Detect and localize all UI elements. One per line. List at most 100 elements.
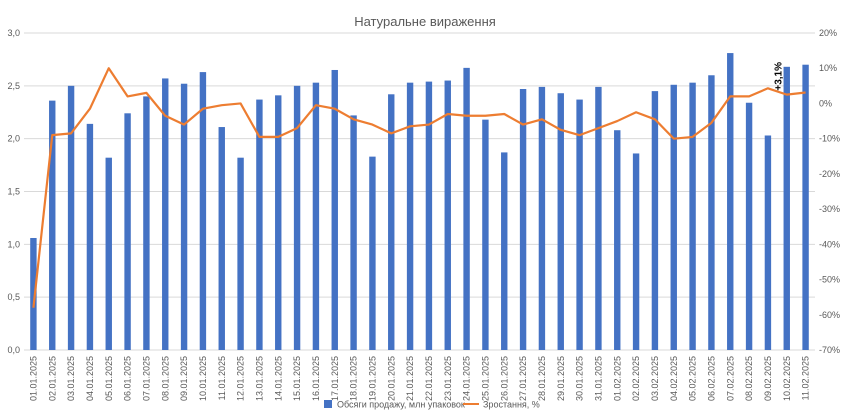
growth-line: [32, 67, 806, 308]
bar: [312, 82, 320, 350]
bar: [708, 75, 715, 351]
right-tick-label: 10%: [819, 63, 837, 73]
right-tick-label: -10%: [819, 134, 840, 144]
bar-series: [30, 53, 809, 351]
bar: [218, 127, 225, 350]
x-tick-label: 28.01.2025: [537, 356, 547, 401]
bar: [727, 53, 734, 351]
line-series: [32, 67, 806, 308]
chart-title: Натуральне вираження: [354, 14, 496, 29]
bar: [275, 95, 282, 351]
bar: [162, 78, 169, 350]
right-tick-label: 20%: [819, 28, 837, 38]
bar: [745, 102, 753, 351]
legend-bar-label: Обсяги продажу, млн упаковок: [337, 400, 465, 410]
x-tick-label: 06.01.2025: [123, 356, 133, 401]
x-tick-label: 06.02.2025: [706, 356, 716, 401]
x-tick-label: 27.01.2025: [518, 356, 528, 401]
x-tick-label: 25.01.2025: [480, 356, 490, 401]
x-tick-label: 14.01.2025: [273, 356, 283, 401]
right-tick-label: -70%: [819, 345, 840, 355]
left-y-axis: 0,0 0,5 1,0 1,5 2,0 2,5 3,0: [7, 28, 20, 355]
x-tick-label: 19.01.2025: [367, 356, 377, 401]
x-tick-label: 20.01.2025: [386, 356, 396, 401]
bar: [614, 130, 621, 350]
bar: [30, 237, 37, 350]
x-tick-label: 26.01.2025: [499, 356, 509, 401]
bar: [632, 153, 640, 350]
left-tick-label: 2,0: [7, 134, 20, 144]
x-tick-label: 08.01.2025: [160, 356, 170, 401]
x-tick-label: 24.01.2025: [462, 356, 472, 401]
bar: [105, 157, 112, 350]
legend-bar-swatch: [324, 400, 332, 408]
x-tick-label: 22.01.2025: [424, 356, 434, 401]
bar: [180, 83, 188, 350]
right-tick-label: -20%: [819, 169, 840, 179]
left-tick-label: 0,0: [7, 345, 20, 355]
x-tick-label: 03.02.2025: [650, 356, 660, 401]
x-tick-label: 11.01.2025: [217, 356, 227, 400]
annotation: +3,1%: [774, 62, 785, 91]
bar: [425, 81, 433, 351]
bar: [576, 99, 583, 350]
bar: [49, 100, 56, 350]
bar: [482, 119, 489, 350]
bar: [802, 64, 809, 350]
right-tick-label: -30%: [819, 204, 840, 214]
x-tick-label: 13.01.2025: [254, 356, 264, 401]
bar: [670, 84, 677, 350]
x-tick-label: 09.02.2025: [763, 356, 773, 401]
bar: [369, 156, 376, 350]
bar: [406, 82, 414, 350]
x-tick-label: 17.01.2025: [330, 356, 340, 401]
right-tick-label: 0%: [819, 98, 832, 108]
x-tick-label: 01.02.2025: [612, 356, 622, 401]
x-tick-label: 03.01.2025: [66, 356, 76, 401]
bar: [237, 157, 244, 350]
x-tick-label: 07.02.2025: [725, 356, 735, 401]
bar: [143, 96, 150, 351]
x-tick-label: 18.01.2025: [349, 356, 359, 401]
x-tick-label: 31.01.2025: [593, 356, 603, 401]
bar: [783, 66, 790, 351]
x-tick-label: 04.02.2025: [669, 356, 679, 401]
bar: [557, 93, 564, 350]
x-tick-label: 11.02.2025: [801, 356, 811, 400]
bar: [331, 69, 338, 350]
x-axis-labels: 01.01.2025 02.01.2025 03.01.2025 04.01.2025…: [28, 356, 810, 401]
x-tick-label: 01.01.2025: [28, 356, 38, 401]
bar: [689, 82, 696, 350]
bar: [388, 94, 395, 350]
bar: [67, 85, 75, 350]
x-tick-label: 07.01.2025: [141, 356, 151, 401]
x-tick-label: 16.01.2025: [311, 356, 321, 401]
bar: [444, 80, 451, 351]
right-tick-label: -50%: [819, 275, 840, 285]
bar: [519, 89, 527, 351]
x-tick-label: 09.01.2025: [179, 356, 189, 401]
left-tick-label: 1,5: [7, 187, 20, 197]
annotation-label: +3,1%: [774, 62, 785, 91]
x-tick-label: 04.01.2025: [85, 356, 95, 401]
right-tick-label: -40%: [819, 239, 840, 249]
bar: [501, 152, 508, 350]
x-tick-label: 10.02.2025: [782, 356, 792, 401]
bar: [86, 123, 94, 350]
legend-line-label: Зростання, %: [483, 400, 540, 410]
bar: [764, 135, 772, 350]
gridlines: [24, 32, 815, 351]
x-tick-label: 23.01.2025: [443, 356, 453, 401]
x-tick-label: 05.02.2025: [688, 356, 698, 401]
x-tick-label: 29.01.2025: [556, 356, 566, 401]
bar: [350, 115, 357, 350]
left-tick-label: 1,0: [7, 239, 20, 249]
x-tick-label: 08.02.2025: [744, 356, 754, 401]
x-tick-label: 21.01.2025: [405, 356, 415, 401]
x-tick-label: 12.01.2025: [236, 356, 246, 401]
x-tick-label: 05.01.2025: [104, 356, 114, 401]
right-y-axis: -70% -60% -50% -40% -30% -20% -10% 0% 10% 20%: [819, 28, 840, 355]
x-tick-label: 02.01.2025: [47, 356, 57, 401]
left-tick-label: 2,5: [7, 81, 20, 91]
